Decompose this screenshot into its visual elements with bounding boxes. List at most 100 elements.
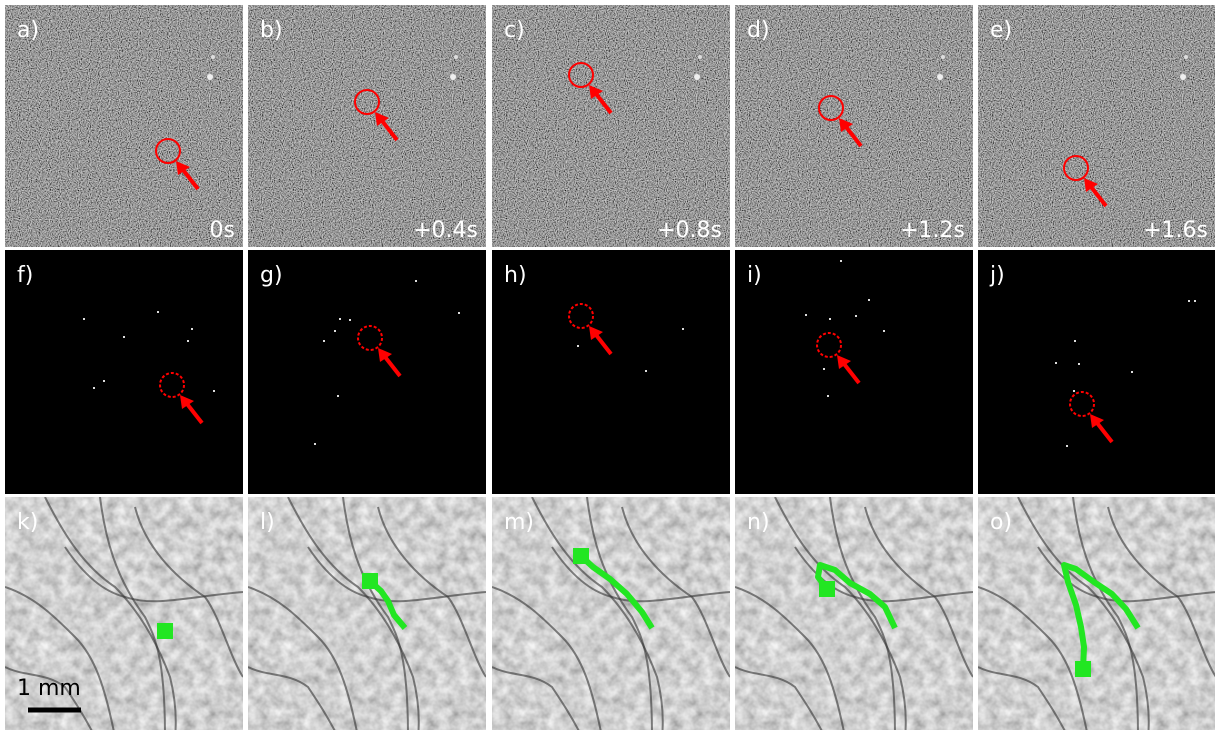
panel-label: e) — [990, 18, 1012, 43]
panel-label: h) — [504, 263, 527, 288]
dot — [314, 443, 316, 445]
panel-label: f) — [17, 263, 33, 288]
panel: n) — [735, 497, 973, 730]
tissue-image — [248, 497, 486, 730]
track-end — [819, 581, 835, 597]
dot — [827, 395, 829, 397]
time-label: +0.8s — [657, 218, 722, 243]
dot — [829, 318, 831, 320]
noise-image — [5, 5, 243, 247]
dot — [323, 340, 325, 342]
panel: l) — [248, 497, 486, 730]
scale-bar-label: 1 mm — [17, 676, 81, 701]
dot — [191, 328, 193, 330]
tissue-image — [978, 497, 1215, 730]
dot — [1073, 390, 1075, 392]
dot — [93, 387, 95, 389]
noise-image — [978, 5, 1215, 247]
panel: g) — [248, 250, 486, 494]
panel: b) +0.4s — [248, 5, 486, 247]
dot — [458, 312, 460, 314]
panel: h) — [492, 250, 730, 494]
bright-spot — [211, 55, 215, 59]
background — [735, 250, 973, 494]
panel-label: d) — [747, 18, 770, 43]
dot — [1078, 363, 1080, 365]
track-end — [362, 573, 378, 589]
panel-label: c) — [504, 18, 525, 43]
dot — [823, 368, 825, 370]
panel: o) — [978, 497, 1215, 730]
noise-image — [248, 5, 486, 247]
bright-spot — [694, 74, 700, 80]
dot — [1188, 300, 1190, 302]
time-label: 0s — [210, 218, 235, 243]
dot — [415, 280, 417, 282]
dot — [213, 390, 215, 392]
time-label: +1.2s — [900, 218, 965, 243]
panel-label: o) — [990, 510, 1012, 535]
track-end — [573, 548, 589, 564]
tissue-image — [735, 497, 973, 730]
panel-label: j) — [989, 263, 1005, 288]
dot — [334, 330, 336, 332]
dot — [577, 345, 579, 347]
background — [248, 250, 486, 494]
bright-spot — [698, 55, 702, 59]
bright-spot — [937, 74, 943, 80]
panel-label: m) — [504, 510, 534, 535]
panel: d) +1.2s — [735, 5, 973, 247]
track-end — [157, 623, 173, 639]
panel: e) +1.6s — [978, 5, 1215, 247]
dot — [1131, 371, 1133, 373]
dot — [1194, 300, 1196, 302]
dot — [1066, 445, 1068, 447]
time-label: +0.4s — [413, 218, 478, 243]
background — [492, 250, 730, 494]
time-label: +1.6s — [1143, 218, 1208, 243]
panel-label: i) — [747, 263, 762, 288]
dot — [103, 380, 105, 382]
dot — [123, 336, 125, 338]
dot — [868, 299, 870, 301]
panel: k) 1 mm — [5, 497, 243, 730]
panel: a) 0s — [5, 5, 243, 247]
bright-spot — [450, 74, 456, 80]
panel: m) — [492, 497, 730, 730]
panel-label: n) — [747, 510, 770, 535]
dot — [337, 395, 339, 397]
track-end — [1075, 661, 1091, 677]
dot — [349, 319, 351, 321]
dot — [840, 260, 842, 262]
bright-spot — [1184, 55, 1188, 59]
dot — [855, 315, 857, 317]
figure: a) 0s b) +0.4s c) +0.8s d) +1.2s e) +1.6s f) g) h) i)… — [0, 0, 1215, 730]
dot — [805, 314, 807, 316]
bright-spot — [1180, 74, 1186, 80]
dot — [883, 330, 885, 332]
dot — [1055, 362, 1057, 364]
dot — [339, 318, 341, 320]
dot — [187, 340, 189, 342]
background — [5, 250, 243, 494]
panel: j) — [978, 250, 1215, 494]
bright-spot — [207, 74, 213, 80]
noise-image — [735, 5, 973, 247]
dot — [83, 318, 85, 320]
noise-image — [492, 5, 730, 247]
dot — [157, 311, 159, 313]
dot — [1074, 340, 1076, 342]
bright-spot — [454, 55, 458, 59]
panel-label: a) — [17, 18, 39, 43]
panel-label: b) — [260, 18, 283, 43]
panel-label: g) — [260, 263, 283, 288]
panel-label: l) — [260, 510, 275, 535]
background — [978, 250, 1215, 494]
dot — [645, 370, 647, 372]
panel-label: k) — [17, 510, 38, 535]
panel: c) +0.8s — [492, 5, 730, 247]
bright-spot — [941, 55, 945, 59]
panel: f) — [5, 250, 243, 494]
panel: i) — [735, 250, 973, 494]
dot — [682, 328, 684, 330]
